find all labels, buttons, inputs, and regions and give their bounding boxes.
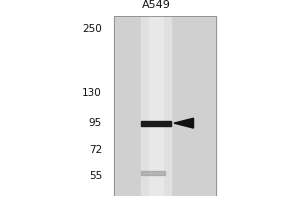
Bar [114, 16, 216, 196]
Text: 55: 55 [89, 171, 102, 181]
Text: 250: 250 [82, 24, 102, 34]
Bar [114, 16, 216, 196]
Text: 130: 130 [82, 88, 102, 98]
Text: 72: 72 [89, 145, 102, 155]
Bar [141, 171, 165, 175]
Bar [141, 16, 171, 196]
Bar [149, 16, 163, 196]
Bar [141, 121, 171, 126]
Polygon shape [174, 118, 194, 128]
Text: 95: 95 [89, 118, 102, 128]
Text: A549: A549 [142, 0, 170, 10]
